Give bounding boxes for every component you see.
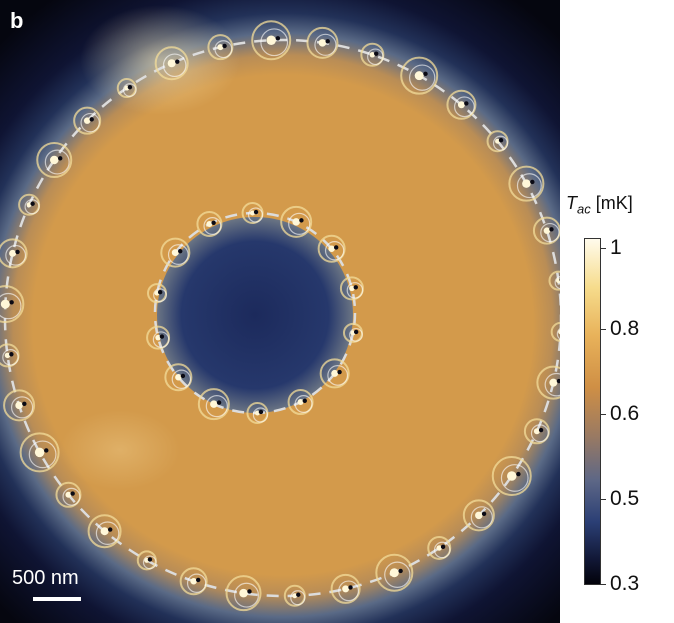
vortex-ring [87, 514, 122, 549]
vortex-ring [18, 193, 41, 216]
colorbar-subscript: ac [577, 201, 591, 217]
vortex-rings-overlay [0, 5, 560, 612]
vortex-ring [116, 78, 137, 99]
colorbar-symbol: T [566, 193, 577, 213]
vortex-ring [536, 365, 560, 400]
vortex-ring [548, 270, 560, 291]
vortex-ring [446, 89, 477, 120]
colorbar-tick-label: 0.3 [610, 572, 640, 595]
vortex-ring [207, 34, 234, 61]
vortex-ring [251, 20, 292, 61]
vortex-ring [164, 363, 193, 392]
vortex-ring [73, 106, 102, 135]
panel-label: b [10, 8, 24, 33]
vortex-ring [196, 210, 223, 237]
vortex-ring [287, 389, 314, 416]
vortex-ring [462, 499, 495, 532]
scale-bar [33, 597, 81, 601]
vortex-ring [360, 42, 385, 67]
vortex-ring [241, 202, 264, 225]
colorbar-tick [601, 414, 606, 415]
vortex-ring [491, 455, 532, 496]
vortex-ring [146, 325, 171, 350]
vortex-ring [19, 432, 60, 473]
vortex-ring [154, 46, 189, 81]
vortex-ring [508, 165, 545, 202]
colorbar-title: Tac [mK] [566, 193, 633, 217]
colorbar-tick-label: 0.8 [610, 317, 640, 340]
vortex-ring [0, 343, 20, 368]
colorbar [584, 238, 601, 585]
vortex-ring [306, 26, 339, 59]
colorbar-tick [601, 584, 606, 585]
scale-bar-label: 500 nm [12, 567, 79, 589]
vortex-ring [317, 234, 346, 263]
vortex-ring [160, 237, 191, 268]
colorbar-tick-label: 1 [610, 236, 622, 259]
colorbar-tick [601, 248, 606, 249]
outer-dashed-ring [3, 38, 560, 598]
vortex-ring [427, 535, 452, 560]
vortex-ring [283, 584, 306, 607]
inner-hole [157, 217, 353, 413]
vortex-ring [0, 238, 28, 269]
vortex-ring [486, 130, 509, 153]
colorbar-unit: [mK] [595, 193, 633, 213]
colorbar-tick [601, 499, 606, 500]
vortex-ring [55, 481, 82, 508]
vortex-ring [550, 321, 560, 342]
vortex-ring [197, 388, 230, 421]
vortex-ring [179, 567, 208, 596]
vortex-ring [136, 550, 157, 571]
colorbar-tick-label: 0.5 [610, 487, 640, 510]
vortex-ring [319, 358, 350, 389]
vortex-ring [246, 401, 269, 424]
colorbar-tick [601, 329, 606, 330]
vortex-ring [3, 389, 36, 422]
vortex-ring [532, 216, 560, 245]
inner-vortices [146, 202, 364, 424]
vortex-ring [146, 283, 167, 304]
vortex-ring [339, 276, 364, 301]
vortex-ring [225, 575, 262, 612]
vortex-ring [280, 205, 313, 238]
vortex-ring [400, 56, 439, 95]
vortex-ring [523, 418, 550, 445]
vortex-ring [330, 573, 361, 604]
vortex-ring [36, 142, 73, 179]
vortex-ring [375, 553, 414, 592]
outer-vortices [0, 20, 560, 612]
vortex-ring [343, 322, 364, 343]
colorbar-tick-label: 0.6 [610, 402, 640, 425]
vortex-ring [0, 285, 25, 324]
thermal-map-image: b 500 nm [0, 0, 560, 623]
